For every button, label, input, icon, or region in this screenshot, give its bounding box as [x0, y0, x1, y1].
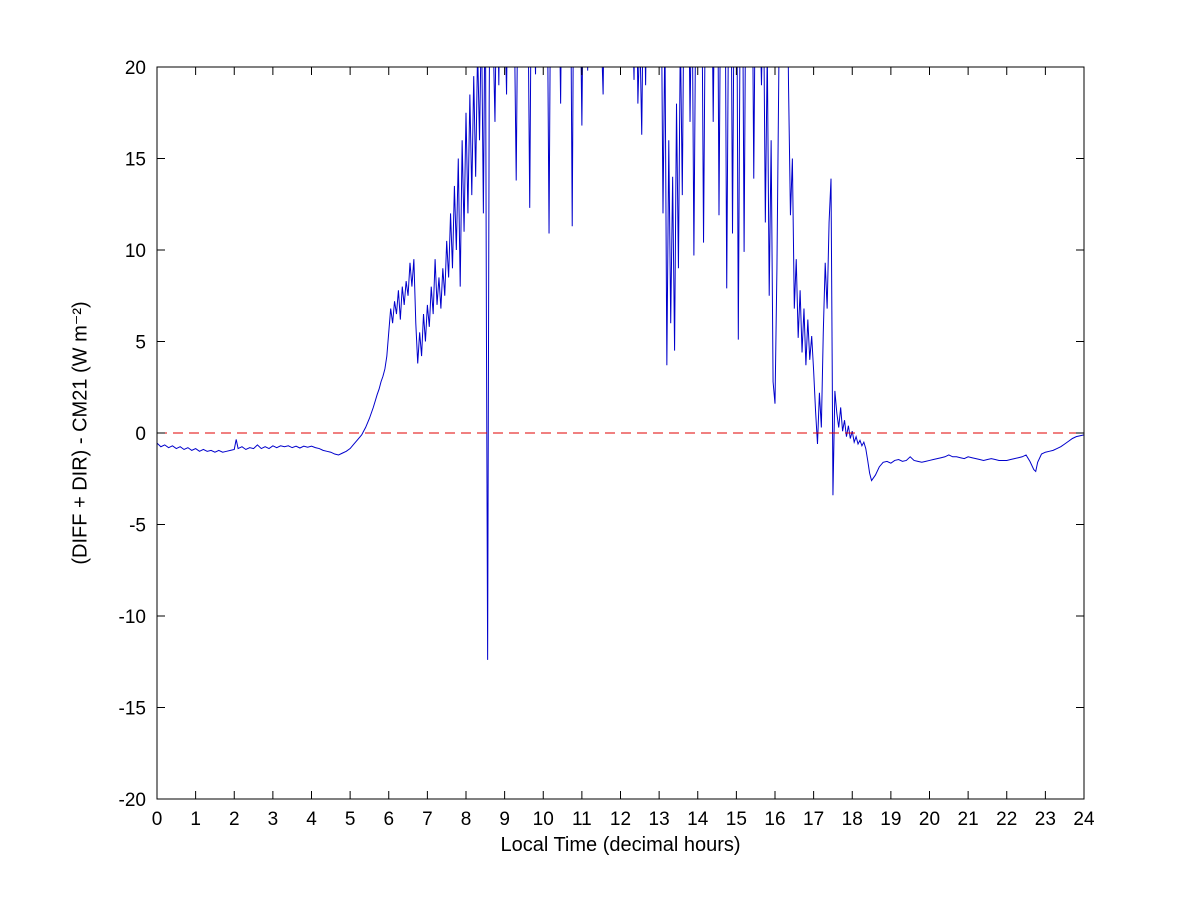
x-tick-label: 6: [383, 809, 394, 830]
x-tick-label: 24: [1073, 809, 1095, 830]
x-tick-label: 20: [919, 809, 940, 830]
x-tick-label: 8: [461, 809, 472, 830]
x-tick-label: 1: [190, 809, 201, 830]
x-tick-label: 15: [726, 809, 747, 830]
y-tick-label: -20: [119, 790, 146, 811]
y-tick-label: -5: [129, 516, 146, 537]
x-tick-label: 9: [499, 809, 510, 830]
x-tick-label: 17: [803, 809, 824, 830]
x-axis-label: Local Time (decimal hours): [500, 834, 741, 856]
y-tick-label: 15: [125, 150, 146, 171]
x-tick-label: 10: [533, 809, 554, 830]
y-tick-label: 20: [125, 58, 146, 79]
x-tick-label: 2: [229, 809, 240, 830]
x-tick-label: 23: [1035, 809, 1056, 830]
y-tick-label: -10: [119, 607, 146, 628]
x-tick-label: 21: [958, 809, 979, 830]
x-tick-label: 7: [422, 809, 433, 830]
x-tick-label: 5: [345, 809, 356, 830]
y-axis-label: (DIFF + DIR) - CM21 (W m⁻²): [69, 301, 92, 565]
x-tick-label: 19: [880, 809, 901, 830]
y-tick-label: -15: [119, 699, 146, 720]
y-tick-label: 0: [135, 424, 146, 445]
x-tick-label: 3: [268, 809, 279, 830]
x-tick-label: 4: [306, 809, 317, 830]
x-tick-label: 16: [764, 809, 785, 830]
x-tick-label: 22: [996, 809, 1017, 830]
x-tick-label: 14: [687, 809, 709, 830]
x-tick-label: 0: [152, 809, 163, 830]
x-tick-label: 18: [842, 809, 863, 830]
x-tick-label: 12: [610, 809, 631, 830]
x-tick-label: 13: [649, 809, 670, 830]
x-tick-label: 11: [572, 809, 592, 830]
y-tick-label: 10: [125, 241, 146, 262]
diff-plus-dir-minus-cm21-line: [157, 66, 1084, 660]
y-tick-label: 5: [135, 333, 146, 354]
